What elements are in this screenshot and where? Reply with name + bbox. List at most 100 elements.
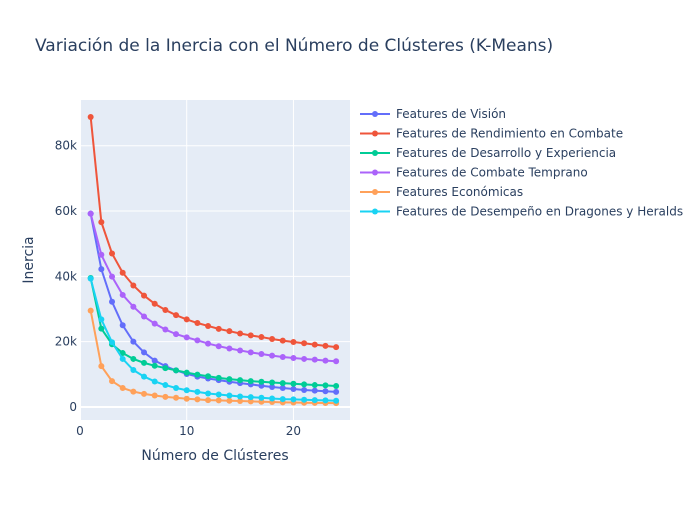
data-point[interactable]: [151, 320, 158, 327]
data-point[interactable]: [109, 378, 116, 385]
data-point[interactable]: [162, 306, 169, 313]
legend-item[interactable]: Features Económicas: [360, 185, 523, 199]
data-point[interactable]: [173, 331, 180, 338]
data-point[interactable]: [162, 393, 169, 400]
data-point[interactable]: [333, 358, 340, 365]
data-point[interactable]: [311, 356, 318, 363]
data-point[interactable]: [269, 352, 276, 359]
data-point[interactable]: [119, 350, 126, 357]
data-point[interactable]: [109, 339, 116, 346]
data-point[interactable]: [119, 269, 126, 276]
data-point[interactable]: [215, 343, 222, 350]
data-point[interactable]: [290, 380, 297, 387]
data-point[interactable]: [205, 390, 212, 397]
data-point[interactable]: [141, 292, 148, 299]
data-point[interactable]: [194, 396, 201, 403]
data-point[interactable]: [279, 385, 286, 391]
data-point[interactable]: [205, 322, 212, 329]
data-point[interactable]: [151, 362, 158, 369]
data-point[interactable]: [258, 351, 265, 358]
data-point[interactable]: [151, 357, 158, 364]
data-point[interactable]: [301, 381, 308, 388]
data-point[interactable]: [237, 347, 244, 354]
data-point[interactable]: [130, 338, 137, 345]
data-point[interactable]: [194, 320, 201, 327]
data-point[interactable]: [130, 282, 137, 289]
data-point[interactable]: [98, 266, 105, 273]
data-point[interactable]: [247, 349, 254, 356]
data-point[interactable]: [311, 397, 318, 404]
data-point[interactable]: [119, 291, 126, 298]
data-point[interactable]: [98, 219, 105, 226]
data-point[interactable]: [237, 330, 244, 337]
data-point[interactable]: [183, 316, 190, 323]
legend-item[interactable]: Features de Visión: [360, 107, 506, 121]
data-point[interactable]: [141, 359, 148, 366]
data-point[interactable]: [237, 398, 244, 405]
data-point[interactable]: [322, 382, 329, 389]
data-point[interactable]: [322, 357, 329, 364]
data-point[interactable]: [269, 384, 276, 391]
data-point[interactable]: [141, 390, 148, 397]
data-point[interactable]: [226, 345, 233, 352]
data-point[interactable]: [215, 397, 222, 404]
data-point[interactable]: [162, 365, 169, 372]
data-point[interactable]: [109, 273, 116, 280]
data-point[interactable]: [194, 388, 201, 395]
data-point[interactable]: [162, 326, 169, 333]
data-point[interactable]: [130, 388, 137, 395]
legend[interactable]: Features de Visión Features de Rendimient…: [360, 107, 683, 219]
data-point[interactable]: [151, 392, 158, 399]
data-point[interactable]: [247, 394, 254, 401]
data-point[interactable]: [141, 349, 148, 356]
data-point[interactable]: [279, 337, 286, 344]
data-point[interactable]: [279, 353, 286, 360]
legend-item[interactable]: Features de Desempeño en Dragones y Hera…: [360, 205, 683, 219]
data-point[interactable]: [301, 355, 308, 362]
data-point[interactable]: [290, 338, 297, 345]
data-point[interactable]: [183, 369, 190, 376]
data-point[interactable]: [333, 383, 340, 390]
data-point[interactable]: [130, 367, 137, 374]
data-point[interactable]: [258, 334, 265, 341]
data-point[interactable]: [130, 303, 137, 310]
data-point[interactable]: [311, 382, 318, 389]
data-point[interactable]: [322, 397, 329, 404]
data-point[interactable]: [247, 398, 254, 405]
data-point[interactable]: [109, 250, 116, 257]
data-point[interactable]: [194, 371, 201, 378]
data-point[interactable]: [205, 373, 212, 380]
data-point[interactable]: [130, 355, 137, 362]
data-point[interactable]: [119, 385, 126, 391]
data-point[interactable]: [311, 341, 318, 348]
data-point[interactable]: [279, 380, 286, 387]
data-point[interactable]: [237, 377, 244, 384]
data-point[interactable]: [87, 113, 94, 120]
data-point[interactable]: [333, 397, 340, 404]
data-point[interactable]: [87, 210, 94, 217]
data-point[interactable]: [87, 307, 94, 314]
data-point[interactable]: [87, 275, 94, 282]
data-point[interactable]: [301, 340, 308, 347]
data-point[interactable]: [183, 334, 190, 341]
legend-item[interactable]: Features de Rendimiento en Combate: [360, 127, 623, 141]
data-point[interactable]: [333, 344, 340, 351]
data-point[interactable]: [290, 354, 297, 361]
data-point[interactable]: [247, 378, 254, 385]
data-point[interactable]: [322, 342, 329, 349]
data-point[interactable]: [119, 322, 126, 329]
data-point[interactable]: [109, 298, 116, 305]
legend-item[interactable]: Features de Desarrollo y Experiencia: [360, 146, 616, 160]
data-point[interactable]: [141, 373, 148, 380]
legend-item[interactable]: Features de Combate Temprano: [360, 166, 588, 180]
data-point[interactable]: [194, 337, 201, 344]
data-point[interactable]: [279, 396, 286, 403]
data-point[interactable]: [226, 328, 233, 335]
data-point[interactable]: [215, 374, 222, 381]
data-point[interactable]: [237, 393, 244, 400]
data-point[interactable]: [226, 392, 233, 399]
data-point[interactable]: [226, 376, 233, 383]
data-point[interactable]: [247, 332, 254, 339]
data-point[interactable]: [151, 300, 158, 307]
data-point[interactable]: [162, 382, 169, 389]
